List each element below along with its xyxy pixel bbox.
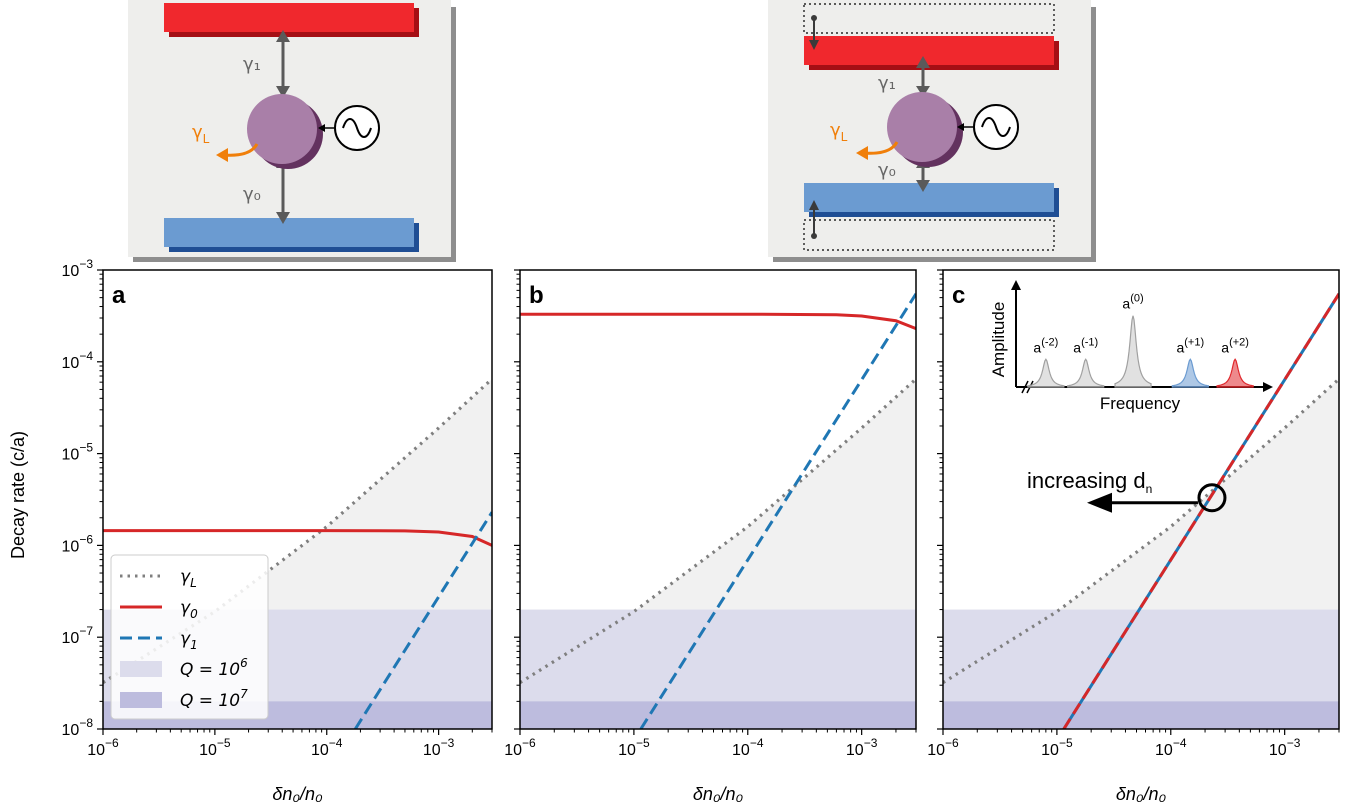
x-tick-label: 10−4: [1155, 736, 1187, 759]
inset-ylabel: Amplitude: [989, 302, 1008, 378]
bottom-mirror: [804, 183, 1054, 212]
inset-peak-label: a(0): [1122, 293, 1143, 312]
legend-box: [110, 554, 269, 720]
series-group: [520, 293, 916, 729]
y-tick-label: 10−8: [62, 716, 94, 739]
series-gamma0: [520, 312, 916, 330]
inset-peak: [1067, 358, 1105, 388]
panel-letter: b: [529, 282, 544, 309]
schematic-right: γ₁ γ₀ γL: [768, 0, 1096, 262]
x-axis-title: δn₀/n₀: [693, 784, 744, 804]
y-tick-label: 10−6: [62, 532, 94, 555]
inset-xlabel: Frequency: [1100, 394, 1181, 413]
bottom-mirror: [164, 218, 414, 247]
legend-label: γ0: [180, 598, 198, 621]
x-tick-label: 10−6: [927, 736, 959, 759]
inset: Frequency Amplitude a(-2) a(-1) a(0) a(+1) a(+…: [989, 280, 1273, 413]
inset-peak-label: a(+1): [1176, 336, 1204, 355]
y-tick-label: 10−3: [62, 257, 94, 280]
annotation-text: increasing dn: [1027, 468, 1152, 496]
panel-letter: a: [112, 282, 126, 309]
gammaL-label: γL: [192, 122, 210, 146]
x-tick-label: 10−6: [87, 736, 119, 759]
top-mirror: [164, 3, 414, 32]
annotation-arrowhead: [1087, 492, 1112, 513]
inset-peak: [1027, 358, 1065, 388]
gamma1-label: γ₁: [878, 73, 896, 94]
inset-peak-label: a(-2): [1033, 336, 1058, 355]
series-gamma1: [354, 511, 492, 729]
axis-break: [1021, 380, 1029, 394]
gamma1-label: γ₁: [243, 54, 261, 75]
legend-label: γL: [180, 567, 197, 590]
panel-b: 10−6 10−5 10−4 10−3 δn₀/n₀ b: [504, 269, 917, 804]
x-tick-label: 10−3: [846, 736, 878, 759]
x-tick-label: 10−4: [732, 736, 764, 759]
top-mirror-ghost: [803, 3, 1055, 34]
series-group: [103, 377, 492, 729]
x-tick-label: 10−6: [504, 736, 536, 759]
inset-peak: [1114, 315, 1152, 388]
y-tick-label: 10−4: [62, 349, 94, 372]
y-tick-label: 10−5: [62, 441, 94, 464]
x-tick-label: 10−5: [199, 736, 231, 759]
resonator: [887, 92, 957, 162]
series-gammaL: [520, 377, 916, 684]
legend-swatch: [120, 661, 162, 677]
y-tick-label: 10−7: [62, 624, 94, 647]
bottom-mirror-ghost: [803, 219, 1055, 251]
q-band-2: [943, 701, 1339, 729]
axes-frame: [942, 269, 1340, 730]
x-tick-label: 10−5: [618, 736, 650, 759]
legend-label: γ1: [180, 629, 198, 652]
inset-peak-label: a(-1): [1073, 336, 1098, 355]
inset-peak-label: a(+2): [1221, 336, 1249, 355]
x-tick-label: 10−5: [1041, 736, 1073, 759]
top-mirror: [804, 36, 1054, 65]
x-axis-title: δn₀/n₀: [272, 784, 323, 804]
gammaL-label: γL: [830, 120, 848, 144]
legend-label: Q = 107: [180, 687, 248, 711]
inset-peak: [1216, 358, 1254, 388]
panel-c: 10−6 10−5 10−4 10−3 δn₀/n₀ c increasing dn Freq…: [927, 269, 1340, 804]
axes-frame: [102, 269, 493, 730]
x-tick-label: 10−3: [423, 736, 455, 759]
legend: γL γ0 γ1 Q = 106 Q = 107: [110, 554, 269, 720]
resonator: [247, 94, 317, 164]
series-gamma0: [1062, 293, 1339, 729]
axes-frame: [519, 269, 917, 730]
gammaL-arrow: [223, 143, 259, 157]
x-axis-title: δn₀/n₀: [1116, 784, 1167, 804]
series-group: [943, 293, 1339, 729]
crossing-marker: [1197, 483, 1227, 513]
chart-panels: 10−6 10−5 10−4 10−3 10−8 10−7 10−6 10−5 10−4 10−3…: [62, 257, 1340, 804]
panel-a: 10−6 10−5 10−4 10−3 10−8 10−7 10−6 10−5 10−4 10−3…: [62, 257, 493, 804]
x-tick-label: 10−3: [1269, 736, 1301, 759]
q-band-2: [520, 701, 916, 729]
series-gamma1: [639, 293, 916, 729]
panel-letter: c: [952, 282, 965, 309]
legend-swatch: [120, 692, 162, 708]
series-gammaL: [943, 377, 1339, 684]
y-axis-title: Decay rate (c/a): [8, 431, 28, 559]
gamma0-label: γ₀: [878, 160, 896, 181]
white-region: [520, 270, 916, 683]
schematic-left: γ₁ γ₀ γL: [128, 0, 456, 262]
legend-label: Q = 106: [180, 656, 248, 680]
gamma0-label: γ₀: [243, 184, 261, 205]
x-tick-label: 10−4: [311, 736, 343, 759]
inset-peak: [1171, 358, 1209, 388]
